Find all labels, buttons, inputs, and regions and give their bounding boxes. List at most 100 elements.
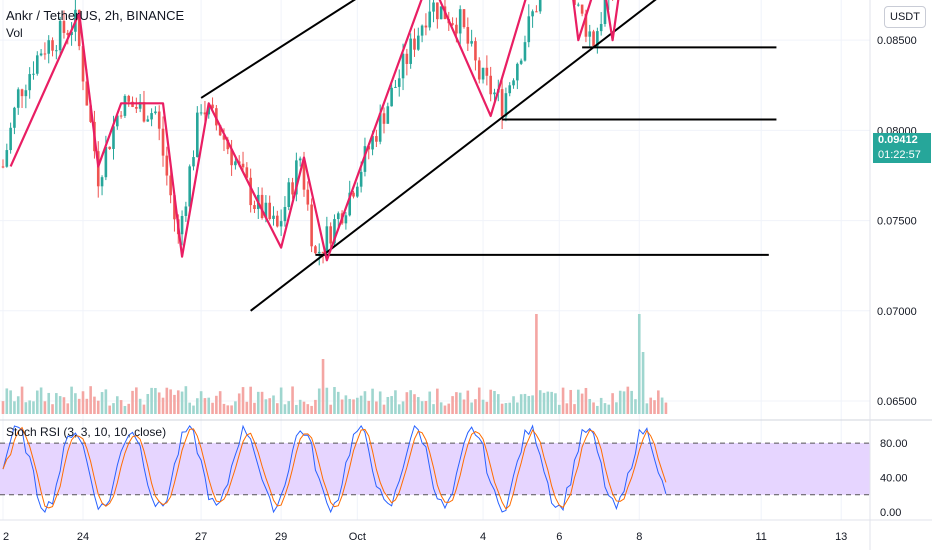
volume-bar <box>321 359 325 414</box>
volume-bar <box>577 389 580 414</box>
volume-bar <box>28 400 31 414</box>
volume-bar <box>5 388 9 414</box>
volume-bar <box>416 397 420 414</box>
volume-bar <box>226 405 230 414</box>
candle <box>405 53 409 64</box>
volume-bar <box>352 399 355 414</box>
volume-bar <box>356 397 359 414</box>
volume-bar <box>100 392 104 414</box>
volume-bar <box>85 398 89 414</box>
candle <box>500 89 504 117</box>
stoch-rsi-panel <box>0 419 932 514</box>
volume-bar <box>371 388 374 414</box>
channel-lower <box>250 0 657 312</box>
candle <box>112 126 115 149</box>
volume-bar <box>447 403 451 414</box>
candle <box>462 9 466 28</box>
currency-button[interactable]: USDT <box>884 6 926 28</box>
candle <box>96 151 100 187</box>
volume-bar <box>348 398 352 414</box>
candle <box>279 221 283 227</box>
candle <box>104 146 108 178</box>
candle <box>1 166 5 168</box>
volume-bar <box>245 401 249 414</box>
volume-bar <box>455 392 458 414</box>
candle <box>439 6 443 20</box>
candle <box>321 251 325 253</box>
candle <box>535 11 538 13</box>
volume-bar <box>176 390 180 414</box>
volume-bar <box>653 400 656 414</box>
candle <box>9 127 12 151</box>
candle <box>150 113 153 120</box>
candle <box>378 113 382 142</box>
volume-bar <box>573 404 576 414</box>
candle <box>264 202 268 219</box>
time-tick-label: 2 <box>3 531 9 543</box>
volume-bar <box>592 402 595 414</box>
candle <box>375 136 378 142</box>
volume-bar <box>531 395 534 414</box>
price-tick-label: 0.07500 <box>877 216 917 228</box>
candle <box>314 246 317 254</box>
volume-bar <box>340 399 344 414</box>
candle <box>157 111 161 129</box>
candle <box>283 206 287 222</box>
volume-bar <box>287 401 291 414</box>
candle <box>584 13 588 37</box>
candle <box>302 158 306 190</box>
volume-bar <box>615 402 618 414</box>
zigzag-pattern <box>9 0 620 262</box>
volume-bar <box>390 396 393 414</box>
candle <box>420 25 424 36</box>
volume-bar <box>35 390 39 414</box>
candle <box>135 106 138 109</box>
price-tick-label: 0.07000 <box>877 306 917 318</box>
volume-bar <box>310 405 313 414</box>
candle <box>35 55 39 74</box>
volume-bar <box>519 394 523 414</box>
volume-bar <box>66 403 70 414</box>
candle <box>489 75 492 95</box>
volume-bar <box>569 389 572 414</box>
candle <box>58 21 62 51</box>
time-tick-label: 11 <box>755 531 766 543</box>
candle <box>161 128 165 156</box>
volume-bar <box>196 398 199 414</box>
candle <box>24 90 28 97</box>
volume-bar <box>237 393 241 414</box>
candle <box>428 11 432 28</box>
volume-bar <box>306 404 310 414</box>
volume-bar <box>584 387 588 414</box>
candle <box>199 112 203 114</box>
candle <box>196 112 199 158</box>
candle <box>165 155 169 176</box>
volume-bar <box>588 398 592 414</box>
volume-bar <box>249 386 252 414</box>
volume-bar <box>637 314 641 414</box>
volume-bar <box>241 387 245 414</box>
volume-bar <box>634 399 637 414</box>
volume-bar <box>596 405 599 414</box>
volume-bar <box>154 388 157 414</box>
volume-bar <box>302 401 306 414</box>
volume-bar <box>230 405 233 414</box>
candle <box>599 23 603 32</box>
candle <box>413 38 416 50</box>
volume-bar <box>649 397 652 414</box>
volume-bar <box>565 403 569 414</box>
volume-bar <box>32 401 35 414</box>
volume-bar <box>317 388 321 414</box>
volume-bar <box>256 391 260 414</box>
rsi-tick-label: 0.00 <box>880 507 901 519</box>
volume-bar <box>1 401 5 414</box>
volume-bar <box>268 398 271 414</box>
volume-bar <box>363 391 367 414</box>
candle <box>409 38 412 64</box>
candle <box>390 87 393 107</box>
volume-bar <box>253 402 256 414</box>
bar-countdown: 01:22:57 <box>873 148 931 163</box>
candle <box>348 192 352 216</box>
candle <box>142 102 146 122</box>
